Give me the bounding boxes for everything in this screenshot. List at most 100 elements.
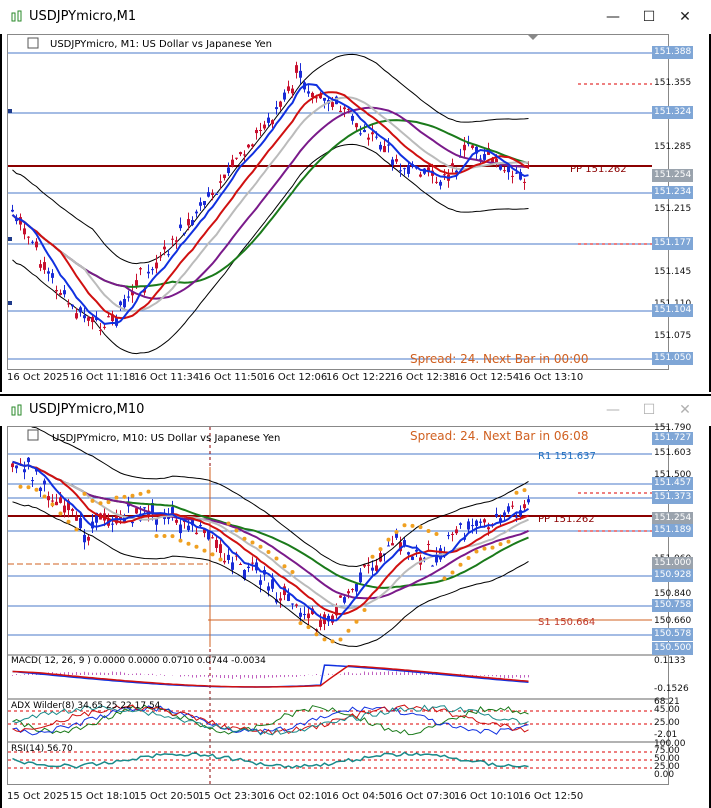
candle-body: [367, 137, 370, 140]
price-tick-label: 68.21: [654, 697, 680, 707]
minimize-button[interactable]: —: [606, 9, 620, 25]
candle-body: [479, 521, 482, 523]
candle-body: [171, 238, 174, 240]
candle-body: [455, 529, 458, 534]
candle-body: [35, 241, 38, 248]
price-tick-label: 150.500: [652, 642, 694, 655]
candle-body: [155, 518, 158, 525]
candle-body: [315, 97, 318, 99]
candle-body: [103, 326, 106, 328]
maximize-button[interactable]: ☐: [642, 402, 656, 418]
candle-body: [527, 165, 530, 167]
chart-type-icon[interactable]: [27, 429, 39, 441]
candle-body: [203, 529, 206, 534]
candle-body: [439, 181, 442, 186]
chart-window-m1: USDJPYmicro,M1 — ☐ ✕ USDJPYmicro, M1: US…: [0, 0, 711, 392]
sar-dot: [114, 495, 119, 500]
candle-body: [251, 562, 254, 564]
candle-body: [515, 516, 518, 518]
candle-body: [163, 515, 166, 519]
title-bar[interactable]: USDJPYmicro,M10 — ☐ ✕: [0, 396, 711, 426]
sar-dot: [18, 484, 23, 489]
candle-body: [507, 506, 510, 512]
adx-label: ADX Wilder(8) 34.65 25.22 17.54: [11, 701, 161, 711]
candle-body: [211, 537, 214, 539]
candle-body: [363, 129, 366, 133]
candle-body: [435, 554, 438, 563]
candle-body: [247, 566, 250, 569]
sar-dot: [242, 536, 247, 541]
candle-body: [287, 594, 290, 601]
frame-left: [0, 426, 2, 808]
candle-body: [499, 518, 502, 523]
close-button[interactable]: ✕: [679, 402, 691, 418]
chart-type-icon[interactable]: [27, 37, 39, 49]
maximize-button[interactable]: ☐: [642, 9, 656, 25]
candle-body: [351, 589, 354, 591]
candle-body: [295, 604, 298, 606]
frame-left: [0, 34, 2, 392]
candle-body: [383, 146, 386, 153]
candle-body: [335, 606, 338, 616]
candle-body: [151, 269, 154, 271]
sar-dot: [274, 556, 279, 561]
close-button[interactable]: ✕: [679, 9, 691, 25]
candle-body: [443, 174, 446, 176]
candle-body: [87, 317, 90, 321]
price-tick-label: 150.578: [652, 628, 694, 641]
candle-body: [239, 563, 242, 565]
chart-canvas-m1[interactable]: USDJPYmicro, M1: US Dollar vs Japanese Y…: [8, 35, 668, 369]
candle-body: [99, 330, 102, 332]
candle-body: [495, 513, 498, 517]
candle-body: [363, 564, 366, 567]
price-chart-m10[interactable]: USDJPYmicro, M10: US Dollar vs Japanese …: [7, 421, 694, 785]
sar-dot: [58, 511, 63, 516]
candle-body: [403, 540, 406, 546]
chart-canvas-m10[interactable]: USDJPYmicro, M10: US Dollar vs Japanese …: [8, 421, 668, 784]
price-tick-label: 151.215: [654, 204, 692, 214]
ma-gray-line: [12, 460, 529, 610]
candle-body: [75, 313, 78, 319]
candle-body: [79, 518, 82, 529]
candle-body: [451, 533, 454, 535]
time-label: 16 Oct 13:10: [518, 372, 584, 383]
candle-body: [39, 487, 42, 492]
candle-body: [155, 262, 158, 269]
sar-dot: [122, 494, 127, 499]
candle-body: [355, 583, 358, 592]
ma-purple-line: [11, 106, 529, 300]
candle-body: [387, 545, 390, 547]
candle-body: [279, 598, 282, 601]
ma-red-line: [11, 91, 529, 320]
price-tick-label: 151.324: [652, 106, 694, 119]
time-label: 15 Oct 18:10: [70, 791, 136, 802]
frame-right: [709, 34, 711, 392]
candle-body: [391, 159, 394, 166]
price-chart-m1[interactable]: USDJPYmicro, M1: US Dollar vs Japanese Y…: [7, 34, 694, 370]
candle-body: [403, 168, 406, 170]
candle-body: [159, 256, 162, 258]
sar-dot: [418, 525, 423, 530]
sar-dot: [90, 498, 95, 503]
minimize-button[interactable]: —: [606, 402, 620, 418]
candle-body: [43, 480, 46, 485]
time-label: 16 Oct 07:30: [390, 791, 456, 802]
price-tick-label: 151.075: [654, 331, 692, 341]
time-label: 16 Oct 11:34: [134, 372, 200, 383]
candle-body: [491, 157, 494, 163]
candle-body: [347, 591, 350, 594]
price-tick-label: 151.388: [652, 46, 694, 59]
candle-body: [179, 224, 182, 229]
candle-body: [39, 264, 42, 268]
candle-body: [247, 144, 250, 148]
candle-body: [179, 524, 182, 534]
candle-body: [259, 580, 262, 585]
sar-dot: [258, 544, 263, 549]
candle-body: [523, 504, 526, 509]
time-label: 16 Oct 12:38: [390, 372, 456, 383]
sar-dot: [74, 527, 79, 532]
candle-body: [271, 579, 274, 589]
candle-body: [463, 144, 466, 151]
title-bar[interactable]: USDJPYmicro,M1 — ☐ ✕: [0, 0, 711, 34]
candle-body: [119, 301, 122, 306]
